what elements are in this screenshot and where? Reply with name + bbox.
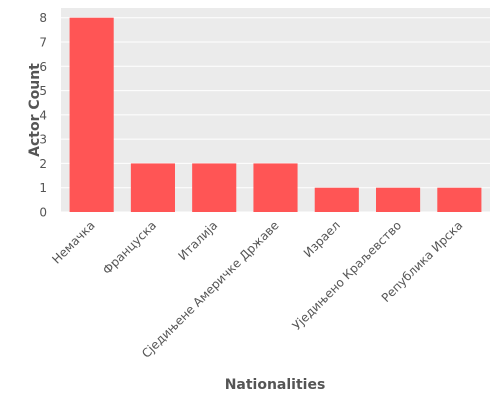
y-tick-label: 5 <box>39 84 47 98</box>
x-tick-label: Немачка <box>49 218 97 266</box>
y-tick-label: 4 <box>39 108 47 122</box>
x-tick-label: Италија <box>175 218 220 263</box>
y-tick-label: 7 <box>39 36 47 50</box>
y-axis-ticks: 0 1 2 3 4 5 6 7 8 <box>39 11 47 219</box>
bar <box>69 17 114 213</box>
bar <box>253 163 298 212</box>
y-tick-label: 6 <box>39 60 47 74</box>
y-tick-label: 8 <box>39 11 47 25</box>
y-axis-label: Actor Count <box>27 63 43 157</box>
y-tick-label: 1 <box>39 181 47 195</box>
x-axis-label: Nationalities <box>225 377 326 393</box>
y-tick-label: 2 <box>39 157 47 171</box>
bar <box>314 187 359 212</box>
x-tick-label: Сједињене Америчке Државе <box>139 218 282 361</box>
x-tick-label: Израел <box>301 218 343 260</box>
bar <box>376 187 421 212</box>
bar <box>130 163 175 212</box>
x-tick-label: Француска <box>100 218 159 277</box>
bar <box>437 187 482 212</box>
bar <box>192 163 237 212</box>
x-tick-label: Уједињено Краљевство <box>290 218 405 333</box>
y-tick-label: 0 <box>39 206 47 220</box>
bars <box>69 17 482 213</box>
y-tick-label: 3 <box>39 133 47 147</box>
